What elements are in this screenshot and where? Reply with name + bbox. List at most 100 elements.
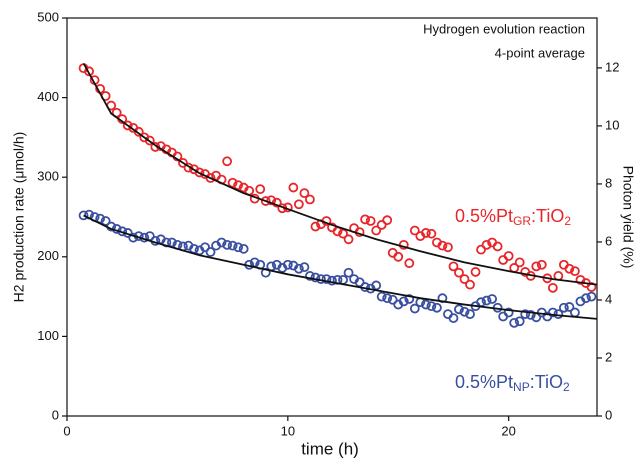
data-point: [547, 282, 558, 293]
data-point: [354, 277, 365, 288]
y-tick-label: 400: [37, 89, 59, 104]
data-point: [586, 291, 597, 302]
y-tick-label: 0: [52, 407, 59, 422]
data-point: [586, 282, 597, 292]
data-point: [443, 242, 453, 253]
data-point: [293, 263, 304, 274]
x-tick-label: 20: [501, 423, 515, 438]
data-point: [553, 309, 564, 320]
data-point: [476, 244, 486, 255]
data-point: [492, 241, 503, 252]
data-point: [547, 307, 558, 318]
data-point: [299, 188, 310, 199]
data-point: [365, 216, 376, 226]
data-point: [520, 309, 531, 320]
y-tick-label: 100: [37, 328, 59, 343]
fit-line: [83, 214, 598, 320]
y2-tick-label: 2: [605, 349, 612, 364]
data-point: [288, 182, 299, 193]
data-point: [409, 225, 420, 236]
label-subscript: 2: [563, 380, 570, 394]
data-point: [536, 259, 547, 270]
data-point: [376, 220, 387, 230]
y2-tick-label: 0: [605, 407, 612, 422]
data-point: [310, 221, 321, 232]
data-point: [200, 242, 210, 253]
y2-tick-label: 10: [605, 117, 619, 132]
series-label: 0.5%PtGR:TiO2: [455, 206, 571, 228]
data-point: [564, 263, 575, 274]
x-tick-label: 0: [63, 423, 70, 438]
data-point: [581, 293, 591, 304]
data-point: [305, 194, 315, 205]
data-point: [238, 243, 249, 254]
data-point: [426, 228, 437, 239]
data-point: [448, 313, 459, 323]
data-point: [570, 307, 580, 318]
data-point: [503, 307, 514, 318]
label-subscript: NP: [513, 380, 530, 394]
data-point: [321, 274, 332, 284]
data-point: [514, 316, 525, 327]
data-point: [382, 215, 393, 226]
data-point: [338, 274, 348, 285]
data-point: [233, 242, 244, 253]
data-point: [404, 258, 415, 269]
data-point: [343, 234, 354, 245]
data-point: [509, 317, 520, 328]
data-point: [393, 251, 404, 262]
data-point: [205, 173, 216, 183]
data-point: [459, 274, 470, 284]
data-point: [465, 279, 475, 290]
data-point: [222, 239, 233, 250]
y2-tick-label: 4: [605, 291, 612, 306]
y2-tick-label: 6: [605, 233, 612, 248]
series-label: 0.5%PtNP:TiO2: [455, 372, 570, 394]
x-tick-label: 10: [281, 423, 295, 438]
data-point: [570, 266, 580, 277]
data-point: [260, 196, 271, 206]
label-subscript: 2: [564, 214, 571, 228]
data-point: [293, 199, 304, 210]
data-point: [426, 301, 437, 312]
y-tick-label: 300: [37, 169, 59, 184]
data-point: [178, 157, 188, 168]
data-point: [431, 302, 442, 313]
label-text: :TiO: [530, 372, 563, 392]
data-point: [503, 251, 514, 261]
data-point: [84, 66, 94, 77]
data-point: [122, 120, 133, 131]
data-point: [205, 247, 216, 257]
data-point: [310, 272, 321, 283]
label-text: 0.5%Pt: [455, 206, 513, 226]
data-point: [227, 177, 238, 188]
data-point: [305, 271, 315, 281]
data-point: [437, 240, 448, 251]
label-text: :TiO: [531, 206, 564, 226]
data-point: [420, 228, 431, 238]
label-subscript: GR: [513, 214, 531, 228]
x-axis-label: time (h): [301, 439, 359, 458]
label-text: 0.5%Pt: [455, 372, 513, 392]
data-point: [404, 294, 415, 304]
data-point: [360, 214, 371, 225]
data-point: [470, 267, 481, 277]
data-point: [338, 228, 348, 239]
data-point: [558, 302, 569, 313]
y-tick-label: 500: [37, 9, 59, 24]
data-point: [531, 261, 542, 272]
y2-axis-label: Photon yield (%): [620, 166, 636, 269]
data-point: [514, 257, 525, 268]
annotation: Hydrogen evolution reaction: [423, 21, 585, 36]
data-point: [481, 295, 492, 306]
data-point: [299, 262, 310, 273]
data-point: [371, 225, 382, 236]
data-point: [525, 310, 536, 320]
data-point: [459, 306, 470, 317]
plot-frame: [66, 17, 598, 417]
data-point: [78, 210, 89, 221]
data-point: [266, 195, 277, 206]
data-point: [255, 184, 266, 195]
data-point: [376, 291, 387, 302]
